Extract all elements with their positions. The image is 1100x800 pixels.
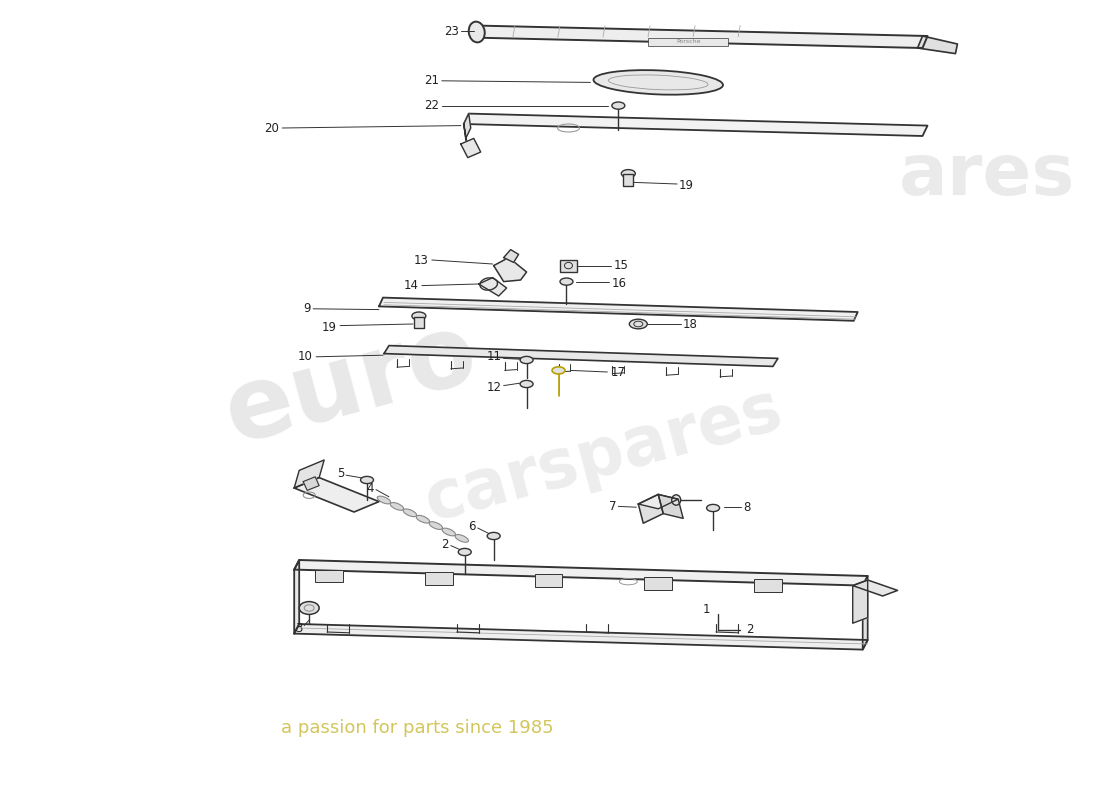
- Text: 18: 18: [683, 318, 698, 331]
- Text: 12: 12: [486, 381, 502, 394]
- Ellipse shape: [299, 602, 319, 614]
- Ellipse shape: [520, 356, 534, 363]
- Polygon shape: [464, 114, 927, 136]
- Polygon shape: [464, 124, 469, 156]
- Polygon shape: [852, 580, 868, 623]
- Ellipse shape: [390, 502, 404, 510]
- Bar: [425, 572, 453, 585]
- Text: 21: 21: [424, 74, 439, 87]
- Ellipse shape: [411, 312, 426, 320]
- Text: 22: 22: [424, 99, 439, 112]
- Text: 17: 17: [610, 366, 626, 379]
- Ellipse shape: [455, 534, 469, 542]
- Text: 2: 2: [441, 538, 449, 550]
- Ellipse shape: [552, 366, 565, 374]
- Text: a passion for parts since 1985: a passion for parts since 1985: [280, 719, 553, 737]
- Text: 1: 1: [703, 603, 711, 616]
- Polygon shape: [917, 36, 957, 54]
- Bar: [754, 579, 782, 592]
- Text: 10: 10: [297, 350, 312, 363]
- Polygon shape: [464, 114, 471, 138]
- Polygon shape: [638, 494, 679, 509]
- Polygon shape: [294, 560, 299, 634]
- Ellipse shape: [487, 533, 500, 540]
- Ellipse shape: [416, 515, 430, 523]
- Text: 16: 16: [612, 277, 626, 290]
- Ellipse shape: [672, 494, 681, 506]
- Bar: [316, 570, 343, 582]
- Text: 8: 8: [742, 501, 750, 514]
- Polygon shape: [862, 576, 868, 650]
- Polygon shape: [494, 258, 527, 282]
- Ellipse shape: [594, 70, 723, 94]
- Text: 20: 20: [264, 122, 279, 134]
- Polygon shape: [294, 460, 324, 488]
- Text: ares: ares: [899, 142, 1076, 210]
- Ellipse shape: [520, 380, 534, 388]
- Bar: [560, 259, 578, 271]
- Text: Porsche: Porsche: [675, 39, 701, 44]
- Polygon shape: [852, 580, 898, 596]
- Polygon shape: [294, 624, 868, 650]
- Ellipse shape: [706, 504, 719, 512]
- Polygon shape: [638, 494, 663, 523]
- Polygon shape: [294, 478, 379, 512]
- Polygon shape: [379, 298, 858, 321]
- Ellipse shape: [361, 476, 374, 483]
- Text: 11: 11: [486, 350, 502, 363]
- Text: 5: 5: [337, 467, 344, 480]
- Bar: [648, 38, 728, 46]
- Text: euro: euro: [214, 304, 487, 464]
- Text: carspares: carspares: [417, 377, 790, 535]
- Text: 4: 4: [366, 482, 374, 494]
- Text: 23: 23: [444, 25, 459, 38]
- Ellipse shape: [459, 549, 471, 555]
- Polygon shape: [384, 346, 778, 366]
- Polygon shape: [658, 494, 683, 518]
- Text: 14: 14: [404, 279, 419, 292]
- Ellipse shape: [377, 496, 390, 504]
- Polygon shape: [304, 477, 319, 490]
- Ellipse shape: [612, 102, 625, 110]
- Text: 3: 3: [295, 622, 302, 635]
- Polygon shape: [461, 138, 481, 158]
- Polygon shape: [504, 250, 518, 262]
- Polygon shape: [474, 26, 927, 48]
- Text: 6: 6: [469, 520, 475, 533]
- Bar: [624, 174, 634, 186]
- Text: 19: 19: [679, 179, 693, 192]
- Ellipse shape: [469, 22, 485, 42]
- Polygon shape: [294, 560, 868, 586]
- Polygon shape: [478, 278, 507, 296]
- Text: 19: 19: [322, 321, 337, 334]
- Text: 15: 15: [614, 259, 628, 272]
- Text: 7: 7: [608, 500, 616, 513]
- Ellipse shape: [404, 509, 417, 517]
- Text: 13: 13: [414, 254, 429, 266]
- Bar: [645, 577, 672, 590]
- Text: 2: 2: [746, 623, 754, 636]
- Ellipse shape: [621, 170, 636, 178]
- Ellipse shape: [442, 528, 455, 536]
- Ellipse shape: [429, 522, 442, 530]
- Text: 9: 9: [304, 302, 311, 315]
- Ellipse shape: [629, 319, 647, 329]
- Bar: [535, 574, 562, 587]
- Ellipse shape: [560, 278, 573, 286]
- Bar: [414, 317, 424, 328]
